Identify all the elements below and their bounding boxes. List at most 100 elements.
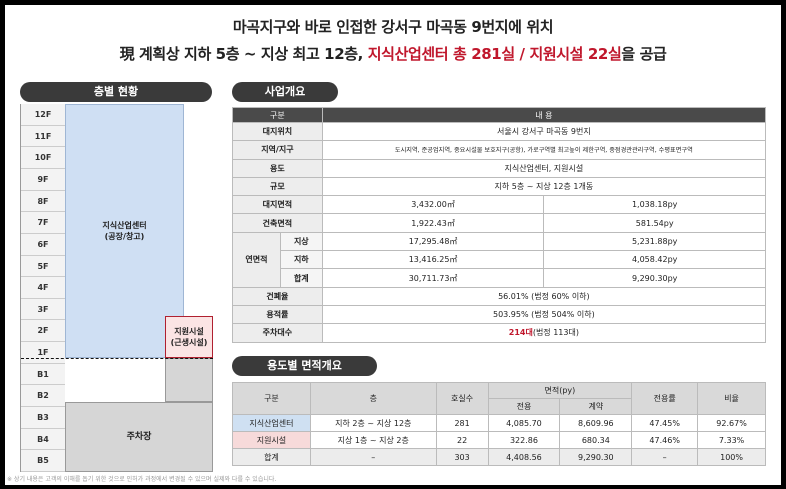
floor-label: 4F <box>21 277 65 299</box>
headline-highlight: 지식산업센터 총 281실 / 지원시설 22실 <box>367 45 622 63</box>
floor-label: 1F <box>21 342 65 364</box>
row-ratio: 47.45% <box>631 414 699 432</box>
coverage-value: 56.01% (법정 60% 이하) <box>321 286 767 306</box>
floor-area-above-py: 5,231.88py <box>543 231 766 252</box>
headline-prefix: 現 계획상 지하 5층 ~ 지상 최고 12층, <box>119 45 368 63</box>
zone-label: 지역/지구 <box>232 140 323 160</box>
area-header-contract: 계약 <box>559 398 633 415</box>
floor-label: 2F <box>21 320 65 343</box>
floor-label: 6F <box>21 233 65 256</box>
floor-area-above-label: 지상 <box>279 231 323 252</box>
table-row-total: 합계 – 303 4,408.56 9,290.30 – 100% <box>232 448 766 466</box>
parking-label: 주차대수 <box>232 323 323 343</box>
floor-area-total-m2: 30,711.73㎡ <box>321 268 545 288</box>
row-contract: 8,609.96 <box>559 414 633 432</box>
row-share: 92.67% <box>697 414 766 432</box>
floor-label: 5F <box>21 255 65 278</box>
overview-table: 구분 내 용 대지위치 서울시 강서구 마곡동 9번지 지역/지구 도시지역, … <box>232 107 767 343</box>
use-label: 용도 <box>232 158 323 178</box>
scale-label: 규모 <box>232 176 323 197</box>
headline-suffix: 을 공급 <box>621 45 667 63</box>
use-value: 지식산업센터, 지원시설 <box>321 158 767 178</box>
floor-label: 8F <box>21 190 65 213</box>
row-share: 100% <box>697 448 766 466</box>
floor-label: 9F <box>21 168 65 191</box>
row-div: 합계 <box>232 448 311 466</box>
area-header-rooms: 호실수 <box>435 382 489 415</box>
site-area-py: 1,038.18py <box>543 195 766 215</box>
building-area-py: 581.54py <box>543 213 766 233</box>
floor-area-below-py: 4,058.42py <box>543 250 766 270</box>
block-parking: 주차장 <box>65 402 213 472</box>
floor-label: 3F <box>21 298 65 321</box>
row-ratio: 47.46% <box>631 431 699 449</box>
floor-area-label: 연면적 <box>232 231 281 288</box>
row-div: 지원시설 <box>232 431 311 449</box>
far-label: 용적률 <box>232 304 323 325</box>
headline-line2: 現 계획상 지하 5층 ~ 지상 최고 12층, 지식산업센터 총 281실 /… <box>5 43 781 64</box>
coverage-label: 건폐율 <box>232 286 323 306</box>
floor-label: B4 <box>21 428 65 451</box>
ground-line <box>21 358 213 359</box>
site-location-label: 대지위치 <box>232 121 323 142</box>
floor-area-total-py: 9,290.30py <box>543 268 766 288</box>
floor-label: 12F <box>21 104 65 126</box>
area-by-use-title: 용도별 면적개요 <box>232 356 377 376</box>
row-contract: 9,290.30 <box>559 448 633 466</box>
table-row: 지식산업센터 지하 2층 ~ 지상 12층 281 4,085.70 8,609… <box>232 414 766 432</box>
row-exclusive: 322.86 <box>487 431 561 449</box>
site-area-m2: 3,432.00㎡ <box>321 195 545 215</box>
row-div: 지식산업센터 <box>232 414 311 432</box>
row-floor: – <box>309 448 437 466</box>
floor-area-total-label: 합계 <box>279 268 323 288</box>
row-ratio: – <box>631 448 699 466</box>
parking-value: 214대(법정 113대) <box>321 323 767 343</box>
floor-label: B5 <box>21 450 65 472</box>
area-by-use-table: 구분 층 호실수 면적(py) 전용률 비율 전용 계약 지식산업센터 지하 2… <box>232 382 766 466</box>
row-floor: 지하 2층 ~ 지상 12층 <box>309 414 437 432</box>
slide: 마곡지구와 바로 인접한 강서구 마곡동 9번지에 위치 現 계획상 지하 5층… <box>5 5 781 485</box>
area-header-ratio: 전용률 <box>631 382 699 415</box>
building-area-label: 건축면적 <box>232 213 323 233</box>
area-header-exclusive: 전용 <box>487 398 561 415</box>
row-rooms: 281 <box>435 414 489 432</box>
row-exclusive: 4,085.70 <box>487 414 561 432</box>
parking-count: 214대 <box>508 328 533 338</box>
overview-header-content: 내 용 <box>321 107 767 123</box>
area-header-div: 구분 <box>232 382 311 415</box>
floor-area-above-m2: 17,295.48㎡ <box>321 231 545 252</box>
floor-label: B3 <box>21 407 65 429</box>
floor-label: 7F <box>21 212 65 234</box>
block-parking-upper <box>165 358 213 402</box>
floor-area-below-label: 지하 <box>279 250 323 270</box>
zone-value: 도시지역, 준공업지역, 중요시설물 보호지구(공항), 가로구역별 최고높이 … <box>321 140 767 160</box>
row-exclusive: 4,408.56 <box>487 448 561 466</box>
overview-header-div: 구분 <box>232 107 323 123</box>
row-rooms: 22 <box>435 431 489 449</box>
headline-line1: 마곡지구와 바로 인접한 강서구 마곡동 9번지에 위치 <box>232 18 554 36</box>
scale-value: 지하 5층 ~ 지상 12층 1개동 <box>321 176 767 197</box>
site-area-label: 대지면적 <box>232 195 323 215</box>
area-header-share: 비율 <box>697 382 766 415</box>
row-share: 7.33% <box>697 431 766 449</box>
block-industrial: 지식산업센터 (공장/창고) <box>65 104 184 358</box>
parking-legal: (법정 113대) <box>532 328 579 338</box>
building-area-m2: 1,922.43㎡ <box>321 213 545 233</box>
row-rooms: 303 <box>435 448 489 466</box>
site-location-value: 서울시 강서구 마곡동 9번지 <box>321 121 767 142</box>
floor-area-below-m2: 13,416.25㎡ <box>321 250 545 270</box>
far-value: 503.95% (법정 504% 이하) <box>321 304 767 325</box>
floor-label: 10F <box>21 147 65 169</box>
table-row: 지원시설 지상 1층 ~ 지상 2층 22 322.86 680.34 47.4… <box>232 431 766 449</box>
overview-title: 사업개요 <box>232 82 338 102</box>
row-floor: 지상 1층 ~ 지상 2층 <box>309 431 437 449</box>
area-header-area: 면적(py) <box>487 382 633 399</box>
floor-label: B1 <box>21 363 65 386</box>
floor-label: B2 <box>21 385 65 408</box>
block-support: 지원시설 (근생시설) <box>165 316 213 358</box>
area-header-floor: 층 <box>309 382 437 415</box>
floor-section-title: 층별 현황 <box>20 82 212 102</box>
row-contract: 680.34 <box>559 431 633 449</box>
footnote: ※ 상기 내용은 고객의 이해를 돕기 위한 것으로 인허가 과정에서 변경될 … <box>7 476 277 483</box>
floor-diagram: 12F 11F 10F 9F 8F 7F 6F 5F 4F 3F 2F 1F B1 B2 B3 B4 B5 지식… <box>20 104 213 472</box>
